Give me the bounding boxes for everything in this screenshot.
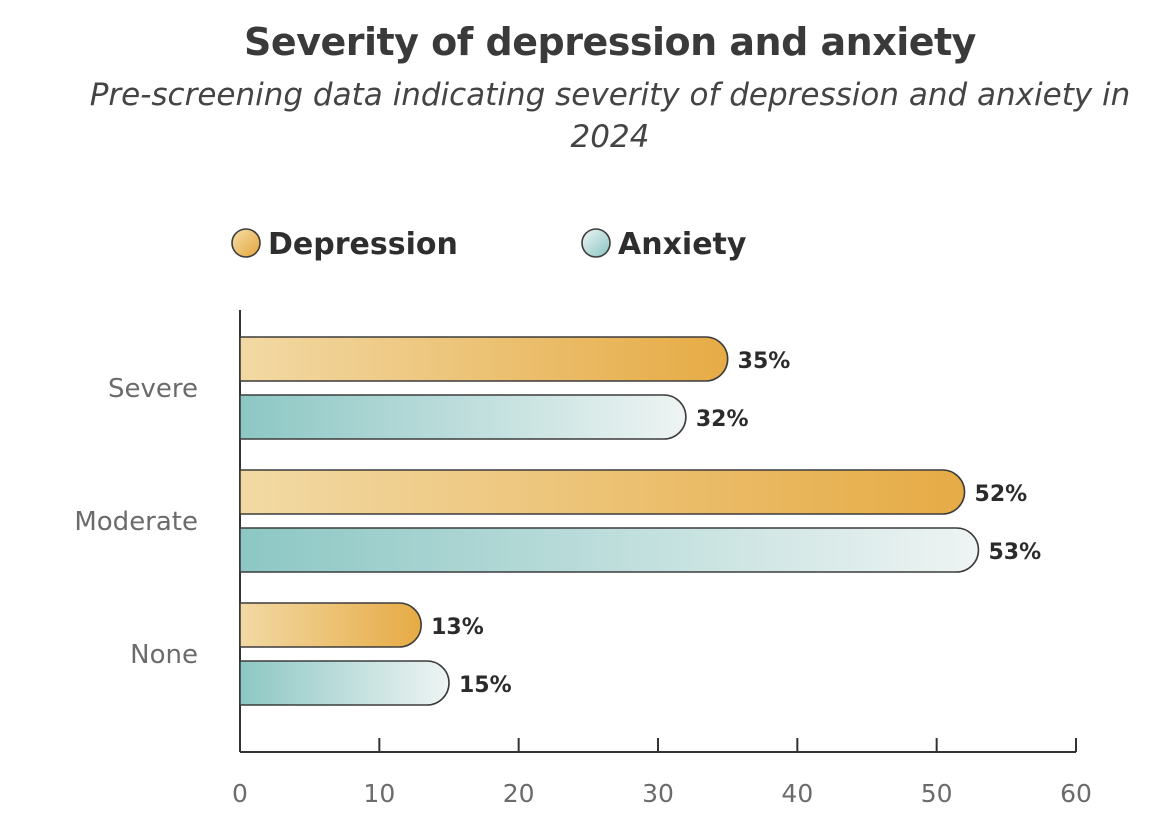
bar-anxiety-moderate	[239, 527, 980, 573]
value-label-anxiety-moderate: 53%	[988, 540, 1041, 565]
chart-axes: 0 10 20 30 40 50 60 Severe Moderate None	[74, 310, 1092, 808]
x-tick-label: 30	[642, 779, 674, 808]
bar-depression-severe	[239, 336, 729, 382]
x-tick-label: 0	[232, 779, 248, 808]
value-label-depression-moderate: 52%	[975, 482, 1028, 507]
legend: Depression Anxiety	[231, 227, 747, 262]
chart-subtitle: Pre-screening data indicating severity o…	[89, 77, 1131, 155]
legend-label-anxiety: Anxiety	[618, 227, 747, 262]
value-label-anxiety-none: 15%	[459, 673, 512, 698]
x-tick-label: 10	[363, 779, 395, 808]
x-tick-label: 20	[503, 779, 535, 808]
x-tick-label: 50	[921, 779, 953, 808]
x-tick-label: 40	[781, 779, 813, 808]
chart-title: Severity of depression and anxiety	[244, 20, 976, 64]
category-label-none: None	[130, 640, 198, 670]
bar-depression-moderate	[239, 469, 966, 515]
bar-anxiety-none	[239, 660, 450, 706]
value-label-depression-none: 13%	[431, 615, 484, 640]
chart-bars: 35% 32% 52% 53% 13% 15%	[239, 336, 1041, 706]
bar-anxiety-severe	[239, 394, 687, 440]
legend-swatch-anxiety	[581, 228, 611, 258]
category-label-moderate: Moderate	[74, 507, 198, 537]
bar-depression-none	[239, 602, 422, 648]
value-label-anxiety-severe: 32%	[696, 407, 749, 432]
legend-swatch-depression	[231, 228, 261, 258]
value-label-depression-severe: 35%	[738, 349, 791, 374]
category-label-severe: Severe	[108, 374, 198, 404]
x-tick-label: 60	[1060, 779, 1092, 808]
legend-label-depression: Depression	[268, 227, 458, 262]
